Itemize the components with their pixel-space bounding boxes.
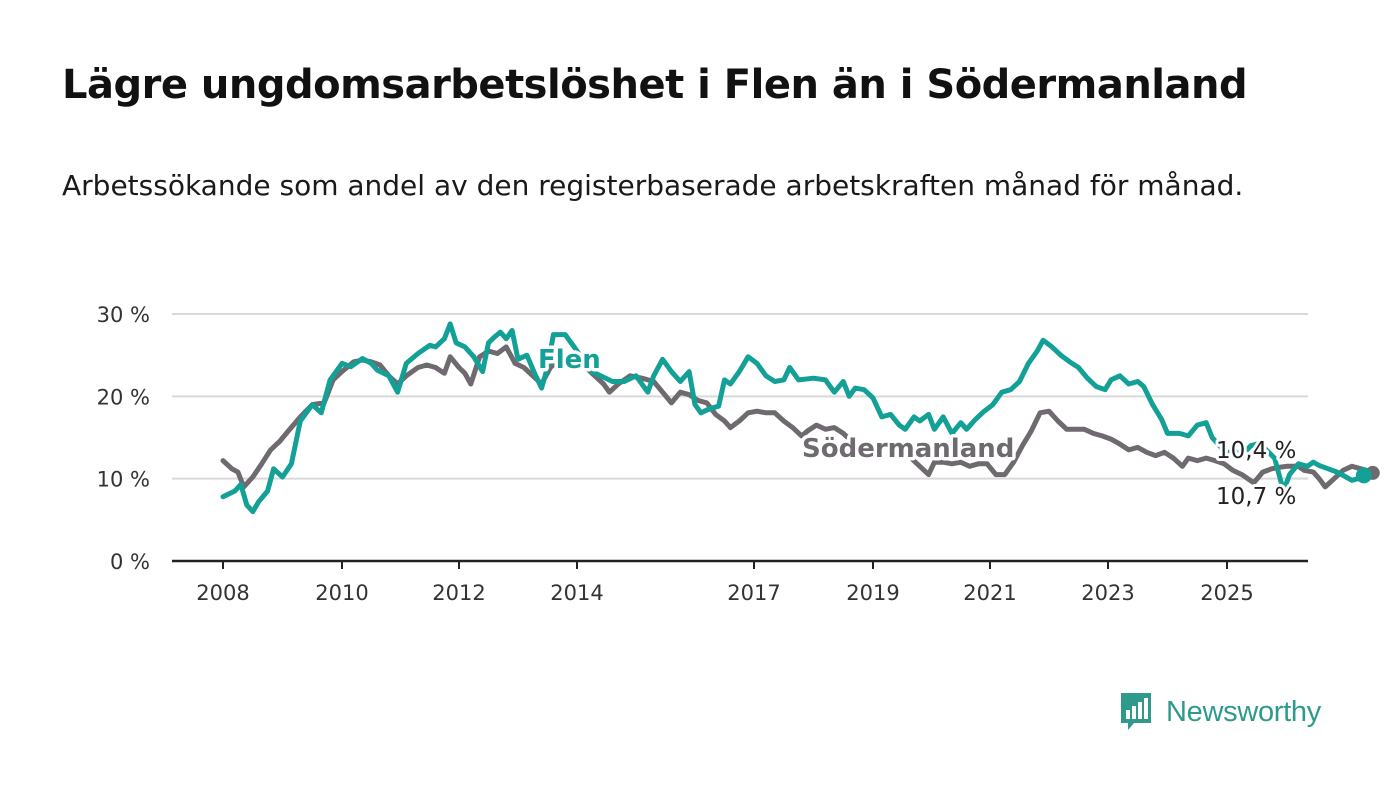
series-line-sdermanland (220, 344, 1376, 490)
x-tick-label: 2014 (550, 581, 603, 605)
y-tick-label: 20 % (97, 385, 150, 409)
x-tick-label: 2017 (727, 581, 780, 605)
x-tick-label: 2021 (963, 581, 1016, 605)
series-label-flen: Flen (538, 345, 601, 375)
y-tick-label: 0 % (110, 550, 150, 574)
y-tick-label: 10 % (97, 468, 150, 492)
x-tick-label: 2019 (846, 581, 899, 605)
bar-chart-icon (1121, 693, 1151, 730)
chart-title: Lägre ungdomsarbetslöshet i Flen än i Sö… (62, 62, 1248, 108)
series-label-sodermanland: Södermanland (802, 434, 1014, 464)
y-tick-label: 30 % (97, 303, 150, 327)
x-tick-label: 2023 (1081, 581, 1134, 605)
chart-subtitle: Arbetssökande som andel av den registerb… (62, 169, 1244, 202)
end-value-label-upper: 10,4 % (1216, 438, 1296, 464)
series-line-flen (220, 321, 1367, 515)
x-tick-label: 2010 (315, 581, 368, 605)
x-tick-label: 2012 (432, 581, 485, 605)
x-tick-label: 2008 (196, 581, 249, 605)
brand-name: Newsworthy (1166, 695, 1321, 728)
end-value-label-lower: 10,7 % (1216, 484, 1296, 510)
x-tick-label: 2025 (1200, 581, 1253, 605)
end-marker-flen (1355, 467, 1372, 484)
newsworthy-logo: Newsworthy (1118, 690, 1321, 734)
